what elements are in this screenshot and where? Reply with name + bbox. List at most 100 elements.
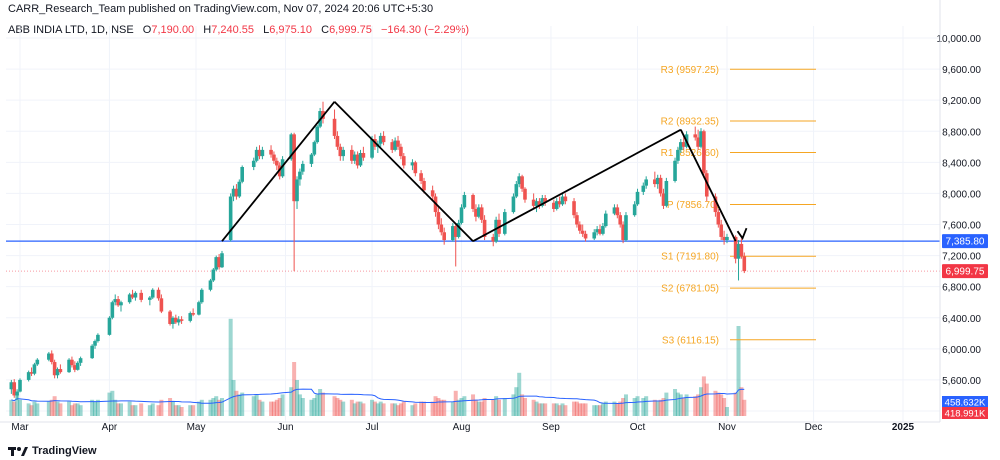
volume-bar [497,399,502,416]
volume-bar [739,387,744,416]
candle-body [214,257,219,270]
candle-body [168,311,172,324]
volume-bar [595,405,600,416]
candle-body [641,185,646,192]
volume-bar [583,403,588,416]
candle-body [358,153,363,166]
volume-bar [349,399,354,416]
last-price-badge: 6,999.75 [946,267,985,278]
volume-bar [29,405,34,416]
volume-bar [234,390,239,416]
volume-bar [436,398,441,416]
y-tick-label: 6,400.00 [942,314,981,325]
candle-body [197,302,201,315]
volume-bar [563,405,568,416]
volume-bar [173,405,178,416]
candle-body [531,199,536,206]
pivot-label-r3: R3 (9597.25) [661,65,719,76]
candle-body [32,364,37,374]
candle-body [676,149,680,161]
candle-body [139,292,143,300]
support-price-badge-bg [942,234,988,249]
published-by-text: CARR_Research_Team published on TradingV… [8,3,434,15]
volume-bar [58,403,63,416]
volume-bar [401,401,406,416]
volume-bar [473,399,478,416]
candle-body [352,154,357,161]
pivot-label-s3: S3 (6116.15) [662,335,719,346]
volume-bar [618,401,623,416]
volume-bar [678,394,683,416]
volume-bar [378,401,383,416]
volume-bar [309,399,314,416]
volume-bar [701,376,706,416]
trend-line [333,101,474,242]
candle-body [681,142,686,147]
arrow-mark [736,227,748,241]
volume-bar [600,403,605,416]
volume-bar [15,394,20,416]
volume-bar [390,403,395,416]
candle-body [722,236,726,241]
volume-bar [289,387,294,416]
volume-bar [254,394,259,416]
candle-body [217,257,221,268]
candle-body [370,139,374,158]
volume-bar [696,394,701,416]
candle-body [355,154,360,166]
volume-bar [90,399,95,416]
trend-line [472,128,682,243]
volume-bar [375,403,380,416]
volume-bar [208,399,213,416]
x-tick-label: Dec [805,422,823,433]
tradingview-logo[interactable]: TradingView [8,445,97,457]
volume-bar [733,392,738,416]
high-value: 7,240.55 [211,24,255,36]
candle-body [58,369,63,373]
volume-bar [722,398,727,416]
candle-body [693,134,698,138]
volume-bar [93,401,98,416]
candle-body [696,137,700,147]
volume-bar [35,403,40,416]
candle-body [260,149,265,157]
candle-body [401,156,406,166]
candle-body [67,359,71,373]
volume-ma-badge-bg [942,396,988,408]
volume-bar [116,403,121,416]
volume-bar [168,398,173,416]
volume-bar [419,401,424,416]
candle-body [113,299,118,303]
candle-body [704,173,709,197]
volume-bar [240,392,245,416]
candle-body [430,190,435,197]
volume-bars [9,318,747,416]
high-key: H [203,24,212,36]
volume-bar [188,405,193,416]
candle-body [479,207,484,220]
candle-body [341,149,345,157]
volume-bar [494,396,499,416]
volume-bar [456,399,461,416]
volume-bar [410,405,415,416]
volume-bar [598,405,603,416]
candle-body [491,236,496,242]
volume-bar [580,403,585,416]
candle-body [572,201,576,216]
candle-body [110,302,115,318]
candle-body [456,222,461,237]
volume-bar [214,396,219,416]
candle-body [742,256,747,272]
volume-bar [381,403,386,416]
volume-bar [257,399,262,416]
volume-bar [612,401,617,416]
candle-body [699,131,703,147]
y-tick-label: 8,000.00 [942,189,981,200]
volume-bar [560,403,565,416]
pivot-label-r2: R2 (8932.35) [661,116,719,127]
volume-bar [361,403,366,416]
candle-body [231,188,236,197]
volume-bar [170,401,175,416]
x-tick-label: Aug [453,422,471,433]
